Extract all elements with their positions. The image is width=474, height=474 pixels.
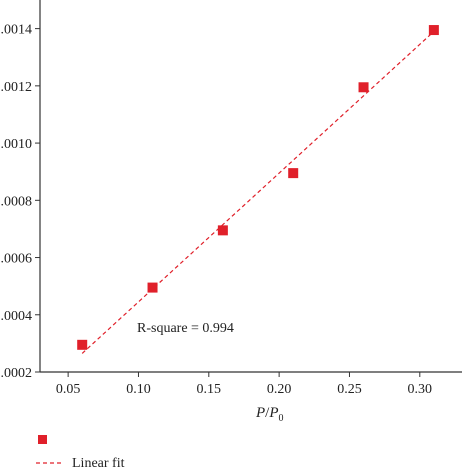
x-tick-label: 0.20 <box>267 382 292 397</box>
fit-line-group <box>81 31 435 354</box>
data-point <box>428 25 439 36</box>
x-tick-label: 0.05 <box>56 382 81 397</box>
y-axis-ticks: 0.0002 0.0004 0.0006 0.0008 0.0010 0.0012 0.00… <box>0 23 40 381</box>
x-axis-ticks: 0.05 0.10 0.15 0.20 0.25 0.30 <box>56 372 432 397</box>
legend: Linear fit <box>36 435 125 471</box>
y-tick-label: 0.0014 <box>0 23 32 38</box>
y-tick-label: 0.0010 <box>0 137 32 152</box>
data-point <box>77 339 88 350</box>
y-tick-label: 0.0004 <box>0 309 32 324</box>
axes <box>39 0 462 373</box>
r-square-annotation: R-square = 0.994 <box>137 321 234 336</box>
data-point <box>147 282 158 293</box>
x-axis-label: P/P0 <box>255 405 284 424</box>
x-tick-label: 0.30 <box>408 382 433 397</box>
y-tick-label: 0.0002 <box>0 366 32 381</box>
legend-marker-swatch <box>38 435 47 444</box>
x-tick-label: 0.10 <box>126 382 151 397</box>
y-tick-label: 0.0008 <box>0 194 32 209</box>
x-axis-label-subscript: 0 <box>279 413 284 424</box>
x-tick-label: 0.15 <box>197 382 222 397</box>
data-point <box>217 225 228 236</box>
x-tick-label: 0.25 <box>337 382 362 397</box>
x-axis-label-base: P <box>268 405 278 421</box>
data-point <box>358 82 369 93</box>
data-point <box>288 168 299 179</box>
legend-fit-line-label: Linear fit <box>72 456 125 471</box>
y-tick-label: 0.0012 <box>0 80 32 95</box>
x-axis-label-slash: / <box>265 405 270 421</box>
data-points <box>77 25 439 350</box>
y-tick-label: 0.0006 <box>0 252 32 267</box>
linear-fit-line <box>81 31 435 354</box>
x-axis-label-main: P <box>255 405 265 421</box>
